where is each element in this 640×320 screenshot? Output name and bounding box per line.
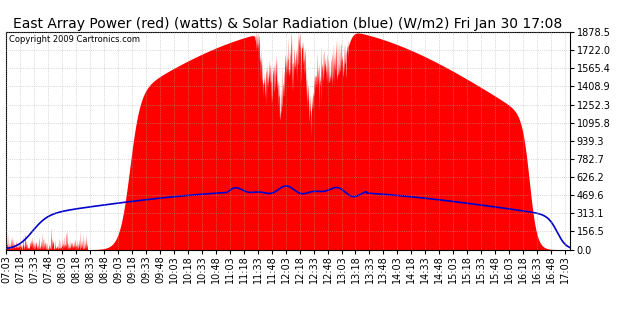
Text: Copyright 2009 Cartronics.com: Copyright 2009 Cartronics.com xyxy=(9,35,140,44)
Title: East Array Power (red) (watts) & Solar Radiation (blue) (W/m2) Fri Jan 30 17:08: East Array Power (red) (watts) & Solar R… xyxy=(13,17,563,31)
